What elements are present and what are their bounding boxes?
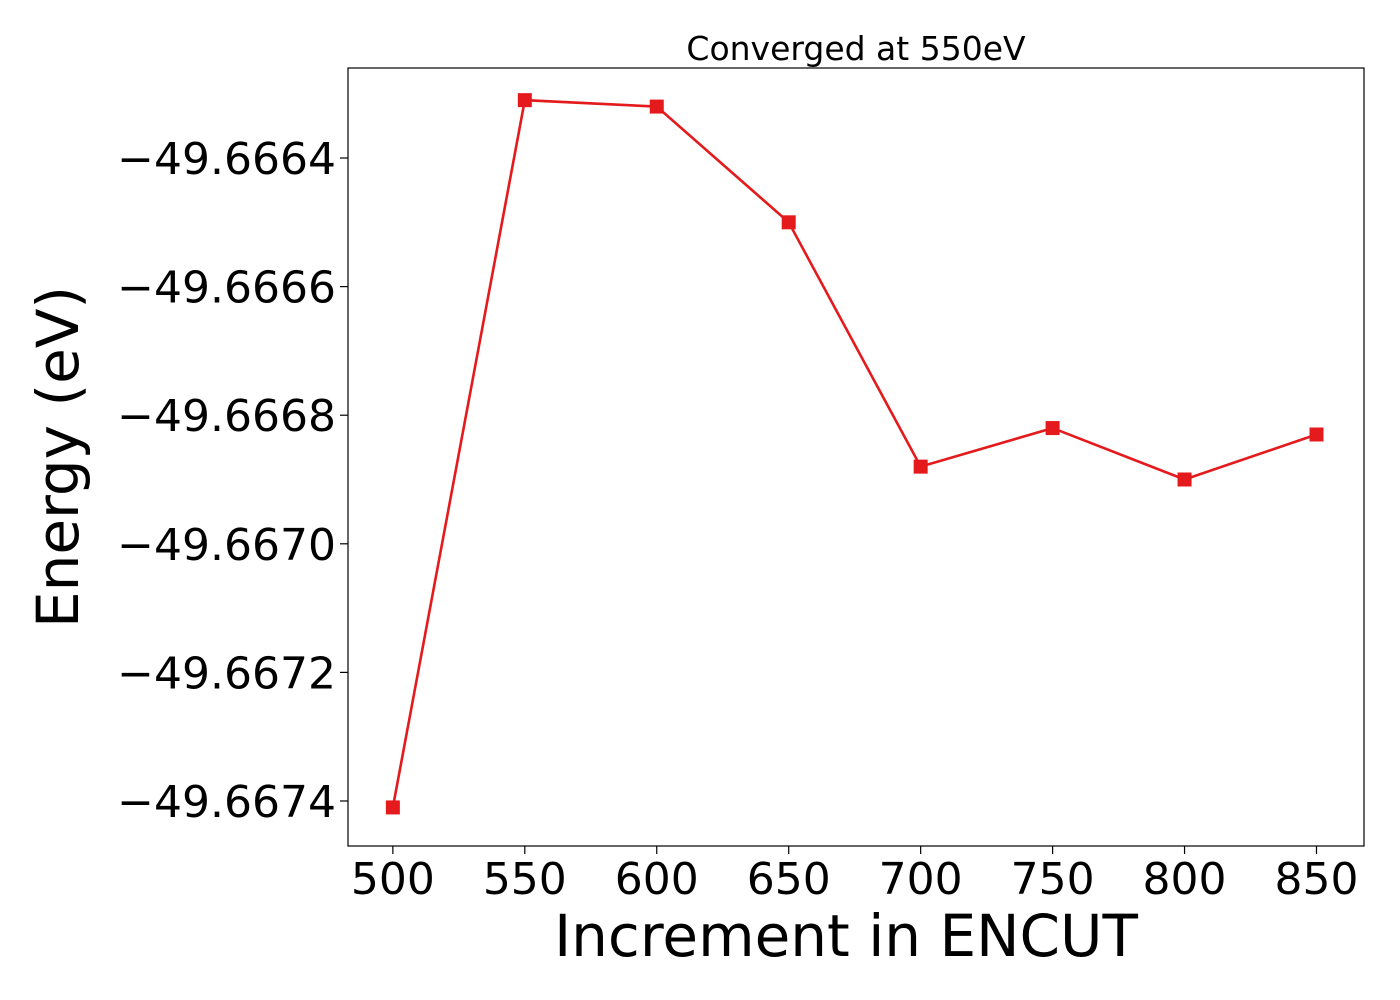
y-tick-label: −49.6672: [117, 648, 336, 699]
data-point: [649, 99, 664, 114]
data-point: [781, 215, 796, 230]
x-axis: 500 550 600 650 700 750 800 850: [351, 846, 1359, 905]
x-tick-label: 500: [351, 854, 435, 905]
x-tick-label: 700: [879, 854, 963, 905]
series-layer: [385, 93, 1324, 815]
data-point: [1045, 421, 1060, 436]
series-line: [391, 98, 1317, 808]
y-tick-label: −49.6674: [117, 777, 336, 828]
x-tick-label: 600: [615, 854, 699, 905]
data-point: [913, 459, 928, 474]
y-axis-label: Energy (eV): [24, 286, 92, 628]
y-tick-label: −49.6666: [117, 263, 336, 314]
x-tick-label: 850: [1275, 854, 1359, 905]
x-tick-label: 750: [1011, 854, 1095, 905]
plot-frame: [347, 67, 1365, 847]
x-tick-label: 550: [483, 854, 567, 905]
y-tick-label: −49.6670: [117, 520, 336, 571]
chart-title: Converged at 550eV: [686, 29, 1026, 68]
x-tick-label: 800: [1143, 854, 1227, 905]
data-point: [1309, 427, 1324, 442]
data-point: [1177, 472, 1192, 487]
y-tick-label: −49.6664: [117, 134, 336, 185]
data-point: [385, 800, 400, 815]
y-axis: −49.6664 −49.6666 −49.6668 −49.6670 −49.6672…: [117, 134, 348, 828]
data-point: [517, 93, 532, 108]
x-axis-label: Increment in ENCUT: [554, 902, 1138, 970]
x-tick-label: 650: [747, 854, 831, 905]
y-tick-label: −49.6668: [117, 391, 336, 442]
